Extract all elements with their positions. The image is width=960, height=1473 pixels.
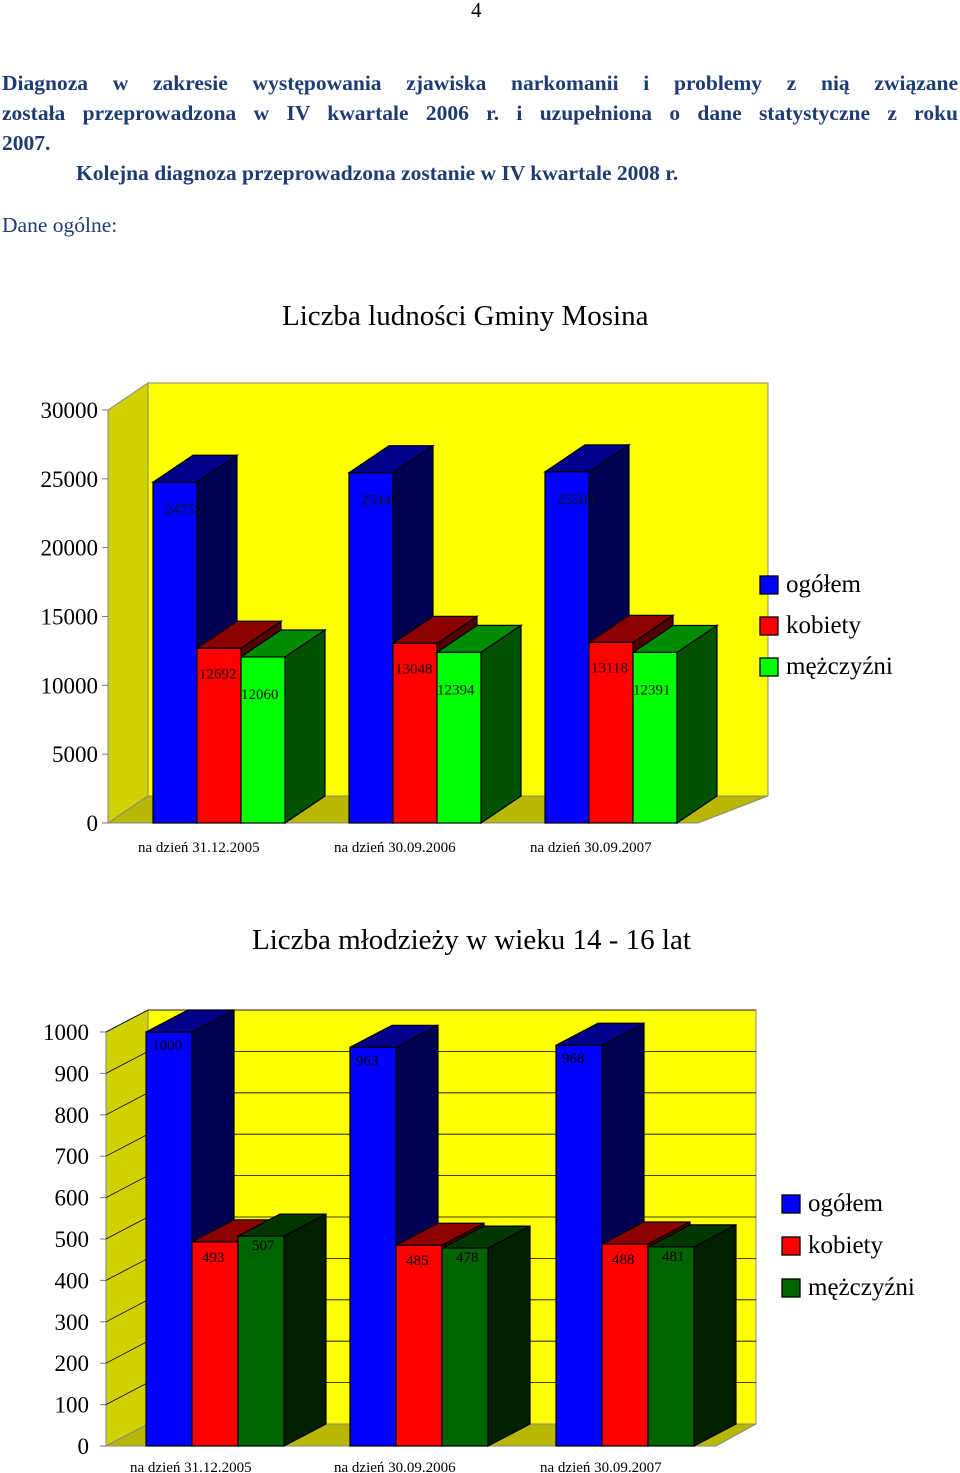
bar-side bbox=[283, 1213, 327, 1447]
x-category-label: na dzień 31.12.2005 bbox=[138, 840, 260, 856]
section-label: Dane ogólne: bbox=[2, 213, 118, 237]
bar bbox=[647, 1246, 695, 1447]
data-label: 493 bbox=[202, 1250, 225, 1266]
y-tick-label: 300 bbox=[55, 1310, 90, 1335]
y-tick-label: 0 bbox=[78, 1434, 90, 1459]
legend-swatch bbox=[759, 657, 779, 677]
intro-paragraph: Diagnoza w zakresie występowania zjawisk… bbox=[2, 68, 958, 188]
data-label: 507 bbox=[252, 1238, 275, 1254]
data-label: 12391 bbox=[633, 682, 671, 698]
data-label: 968 bbox=[562, 1051, 585, 1067]
bar bbox=[436, 651, 482, 824]
bar bbox=[632, 651, 678, 824]
bar bbox=[441, 1247, 489, 1447]
y-tick-label: 400 bbox=[55, 1268, 90, 1293]
bar bbox=[191, 1241, 239, 1447]
data-label: 13118 bbox=[591, 660, 628, 676]
bar-side bbox=[693, 1223, 737, 1447]
data-label: 13048 bbox=[395, 661, 433, 677]
chart-population: 0 5000 10000 15000 20000 25000 30000 24752 12692… bbox=[41, 382, 893, 856]
legend-label: kobiety bbox=[786, 612, 861, 639]
chart2-title: Liczba młodzieży w wieku 14 - 16 lat bbox=[252, 924, 691, 956]
x-category-label: na dzień 30.09.2007 bbox=[540, 1460, 662, 1473]
data-label: 12692 bbox=[199, 666, 237, 682]
y-tick-label: 1000 bbox=[43, 1020, 89, 1045]
y-tick-label: 20000 bbox=[41, 536, 99, 561]
data-label: 12394 bbox=[437, 682, 475, 698]
data-label: 488 bbox=[612, 1252, 635, 1268]
data-label: 12060 bbox=[241, 687, 279, 703]
y-tick-label: 5000 bbox=[52, 742, 98, 767]
intro-line-2: została przeprowadzona w IV kwartale 200… bbox=[2, 101, 958, 125]
data-label: 25442 bbox=[361, 493, 399, 509]
intro-line-4: Kolejna diagnoza przeprowadzona zostanie… bbox=[76, 161, 679, 185]
legend-swatch bbox=[781, 1194, 801, 1214]
bar-side bbox=[480, 624, 522, 825]
bar-side bbox=[676, 624, 718, 825]
bar bbox=[348, 472, 394, 824]
bar bbox=[544, 471, 590, 824]
legend-label: mężczyźni bbox=[786, 653, 893, 680]
legend-label: ogółem bbox=[808, 1190, 884, 1217]
y-tick-label: 25000 bbox=[41, 467, 99, 492]
legend-label: ogółem bbox=[786, 571, 862, 598]
bar bbox=[588, 641, 634, 824]
bar bbox=[555, 1044, 603, 1447]
chart-youth: 0 100 200 300 400 500 600 700 800 900 1000 1000 493 5… bbox=[43, 1009, 915, 1473]
data-label: 25509 bbox=[557, 492, 595, 508]
data-label: 963 bbox=[356, 1053, 379, 1069]
legend-swatch bbox=[781, 1236, 801, 1256]
legend-swatch bbox=[781, 1278, 801, 1298]
y-tick-label: 100 bbox=[55, 1393, 90, 1418]
y-tick-label: 900 bbox=[55, 1061, 90, 1086]
x-category-label: na dzień 31.12.2005 bbox=[130, 1460, 252, 1473]
y-tick-label: 800 bbox=[55, 1103, 90, 1128]
data-label: 481 bbox=[662, 1249, 685, 1265]
bar bbox=[601, 1243, 649, 1447]
bar bbox=[349, 1046, 397, 1447]
y-tick-label: 200 bbox=[55, 1351, 90, 1376]
data-label: 24752 bbox=[165, 502, 203, 518]
legend-label: kobiety bbox=[808, 1232, 883, 1259]
legend-swatch bbox=[759, 616, 779, 636]
data-label: 485 bbox=[406, 1253, 429, 1269]
legend-label: mężczyźni bbox=[808, 1274, 915, 1301]
bar bbox=[196, 647, 242, 824]
y-tick-label: 600 bbox=[55, 1186, 90, 1211]
plot-side-wall bbox=[107, 382, 149, 824]
data-label: 1000 bbox=[152, 1038, 182, 1054]
bar bbox=[240, 656, 286, 824]
intro-line-1: Diagnoza w zakresie występowania zjawisk… bbox=[2, 71, 958, 95]
bar bbox=[152, 481, 198, 824]
x-category-label: na dzień 30.09.2006 bbox=[334, 840, 456, 856]
bar bbox=[237, 1235, 285, 1447]
y-tick-label: 500 bbox=[55, 1227, 90, 1252]
chart1-title: Liczba ludności Gminy Mosina bbox=[282, 300, 649, 332]
bar bbox=[145, 1031, 193, 1447]
bar bbox=[395, 1244, 443, 1447]
y-tick-label: 0 bbox=[87, 811, 99, 836]
x-category-label: na dzień 30.09.2007 bbox=[530, 840, 652, 856]
page-number: 4 bbox=[471, 0, 482, 22]
intro-line-3: 2007. bbox=[2, 131, 51, 155]
y-tick-label: 30000 bbox=[41, 398, 99, 423]
legend-swatch bbox=[759, 575, 779, 595]
data-label: 478 bbox=[456, 1250, 479, 1266]
bar-side bbox=[284, 628, 326, 825]
y-tick-label: 10000 bbox=[41, 673, 99, 698]
x-category-label: na dzień 30.09.2006 bbox=[334, 1460, 456, 1473]
y-tick-label: 700 bbox=[55, 1144, 90, 1169]
bar-side bbox=[487, 1225, 531, 1447]
y-tick-label: 15000 bbox=[41, 605, 99, 630]
gridline bbox=[105, 1009, 756, 1033]
